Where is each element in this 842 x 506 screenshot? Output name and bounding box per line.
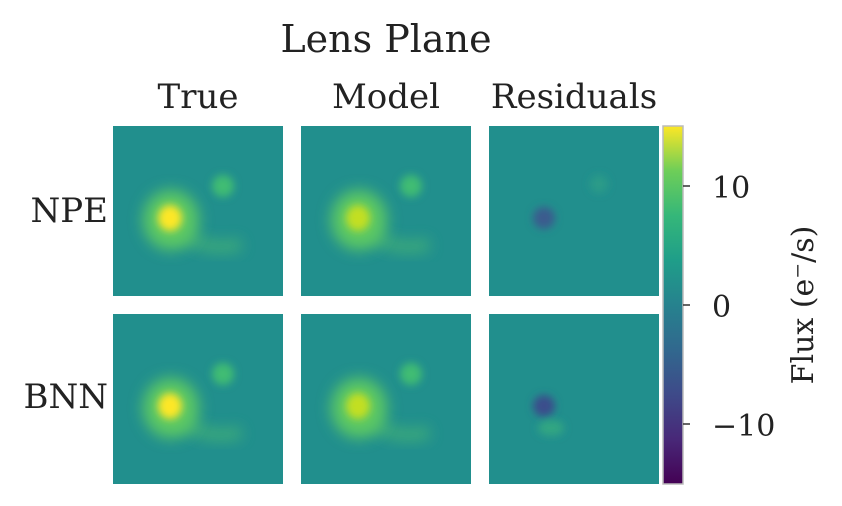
heatmap-panel-bnn-true xyxy=(113,314,283,484)
heatmap-panel-npe-true xyxy=(113,126,283,296)
counter-image xyxy=(400,363,422,385)
heatmap-panel-npe-residuals xyxy=(489,126,659,296)
counter-image xyxy=(400,175,422,197)
colorbar-tick-label: 10 xyxy=(712,171,750,206)
panel-background xyxy=(301,126,471,296)
residual-negative xyxy=(533,395,555,417)
residual-faint-positive xyxy=(590,175,608,193)
main-image-core xyxy=(158,205,182,231)
heatmap-panel-bnn-residuals xyxy=(489,314,659,484)
counter-image xyxy=(212,363,234,385)
heatmap-panel-npe-model xyxy=(301,126,471,296)
main-image-core xyxy=(158,393,182,419)
row-label-npe: NPE xyxy=(31,191,108,231)
heatmap-panels xyxy=(113,126,659,484)
main-image-core xyxy=(346,393,370,419)
panel-background xyxy=(489,126,659,296)
column-label-true: True xyxy=(158,77,239,117)
heatmap-panel-bnn-model xyxy=(301,314,471,484)
panel-background xyxy=(489,314,659,484)
column-label-model: Model xyxy=(332,77,440,117)
counter-image xyxy=(212,175,234,197)
residual-positive xyxy=(538,420,564,436)
panel-background xyxy=(113,126,283,296)
chart-title: Lens Plane xyxy=(280,17,491,61)
panel-background xyxy=(113,314,283,484)
colorbar-tick-label: 0 xyxy=(712,290,731,325)
main-image-core xyxy=(346,205,370,231)
residual-negative xyxy=(533,207,555,229)
panel-background xyxy=(301,314,471,484)
colorbar-label: Flux (e⁻/s) xyxy=(786,226,821,385)
row-label-bnn: BNN xyxy=(24,377,109,417)
colorbar xyxy=(662,125,684,485)
column-label-residuals: Residuals xyxy=(491,77,657,117)
colorbar-tick-label: −10 xyxy=(712,409,775,444)
